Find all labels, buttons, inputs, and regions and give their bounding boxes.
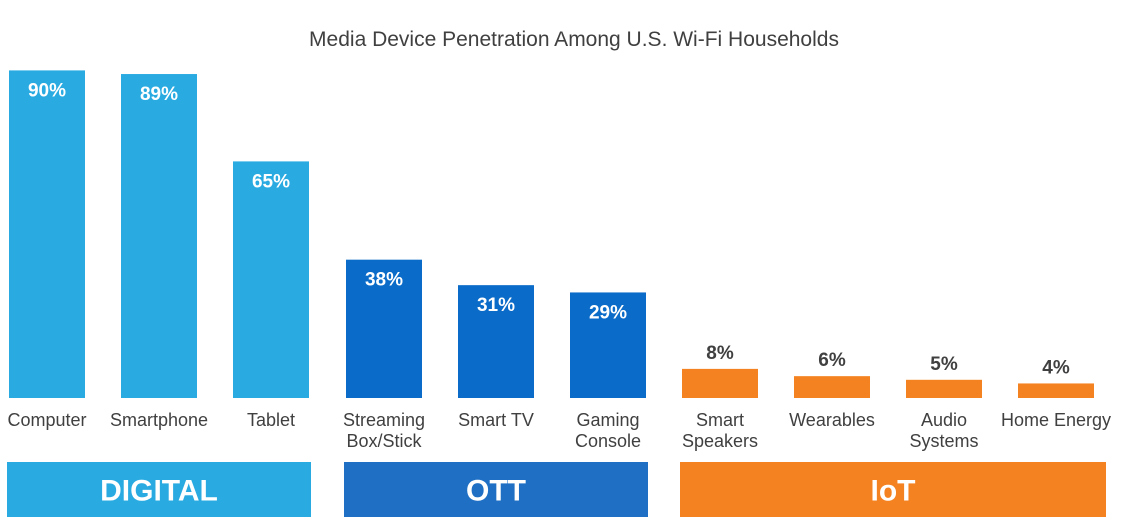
- data-label-0: 90%: [28, 80, 66, 101]
- category-label-6-line-1: Speakers: [682, 431, 758, 451]
- data-label-5: 29%: [589, 302, 627, 323]
- data-label-2: 65%: [252, 171, 290, 192]
- category-label-8-line-1: Systems: [909, 431, 978, 451]
- bar-4: [458, 285, 534, 398]
- category-label-2: Tablet: [247, 410, 295, 430]
- data-label-4: 31%: [477, 295, 515, 316]
- bar-0: [9, 70, 85, 399]
- category-label-0: Computer: [7, 410, 86, 430]
- group-banner-ott: [344, 462, 648, 517]
- bar-7: [794, 376, 870, 398]
- bar-9: [1018, 383, 1094, 398]
- bar-3: [346, 259, 422, 398]
- group-label-ott: OTT: [466, 475, 526, 508]
- category-label-1: Smartphone: [110, 410, 208, 430]
- category-label-3-line-1: Box/Stick: [346, 431, 422, 451]
- category-label-3-line-0: Streaming: [343, 410, 425, 430]
- data-label-3: 38%: [365, 270, 403, 291]
- data-label-9: 4%: [1042, 357, 1070, 378]
- category-label-5-line-0: Gaming: [576, 410, 639, 430]
- chart-title: Media Device Penetration Among U.S. Wi-F…: [309, 28, 839, 51]
- data-label-7: 6%: [818, 350, 846, 371]
- category-label-6-line-0: Smart: [696, 410, 744, 430]
- bars-layer: [9, 70, 1094, 399]
- category-label-9: Home Energy: [1001, 410, 1111, 430]
- group-banner-digital: [7, 462, 311, 517]
- category-label-4: Smart TV: [458, 410, 534, 430]
- bar-8: [906, 379, 982, 398]
- group-label-digital: DIGITAL: [100, 475, 218, 508]
- bar-6: [682, 368, 758, 398]
- labels-layer: 90% Computer 89% Smartphone 65% Tablet 38% Stre…: [7, 80, 1111, 451]
- category-label-7: Wearables: [789, 410, 875, 430]
- category-label-5-line-1: Console: [575, 431, 641, 451]
- category-label-8-line-0: Audio: [921, 410, 967, 430]
- data-label-6: 8%: [706, 343, 734, 364]
- bar-1: [121, 74, 197, 398]
- group-label-iot: IoT: [871, 475, 916, 508]
- bar-5: [570, 292, 646, 398]
- data-label-1: 89%: [140, 84, 178, 105]
- group-banner-iot: [680, 462, 1106, 517]
- data-label-8: 5%: [930, 354, 958, 375]
- bar-2: [233, 161, 309, 398]
- group-banners: DIGITAL OTT IoT: [7, 462, 1106, 517]
